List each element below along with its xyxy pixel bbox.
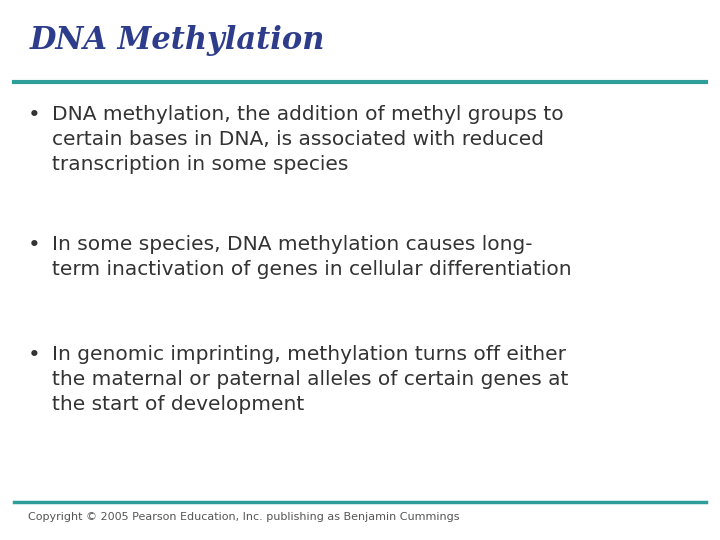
Text: In some species, DNA methylation causes long-
term inactivation of genes in cell: In some species, DNA methylation causes …: [52, 235, 572, 279]
Text: In genomic imprinting, methylation turns off either
the maternal or paternal all: In genomic imprinting, methylation turns…: [52, 345, 568, 414]
Text: Copyright © 2005 Pearson Education, Inc. publishing as Benjamin Cummings: Copyright © 2005 Pearson Education, Inc.…: [28, 512, 459, 522]
Text: •: •: [28, 105, 41, 125]
Text: DNA Methylation: DNA Methylation: [30, 25, 325, 56]
Text: •: •: [28, 345, 41, 365]
Text: DNA methylation, the addition of methyl groups to
certain bases in DNA, is assoc: DNA methylation, the addition of methyl …: [52, 105, 564, 174]
Text: •: •: [28, 235, 41, 255]
